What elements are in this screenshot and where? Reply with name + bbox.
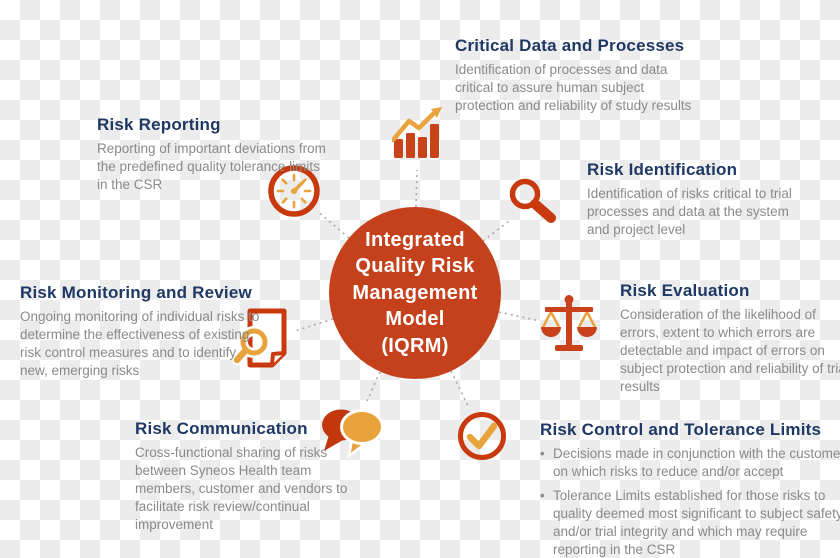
node-body: Ongoing monitoring of individual risks t… [20, 309, 260, 378]
node-body: Identification of risks critical to tria… [587, 186, 792, 237]
node-bullet: Decisions made in conjunction with the c… [540, 445, 840, 481]
center-title-line: Quality Risk [355, 255, 475, 278]
node-bullet: Tolerance Limits established for those r… [540, 487, 840, 558]
node-risk-control-and-tolerance-limits: Risk Control and Tolerance Limits Decisi… [540, 420, 840, 558]
bar-chart-icon [392, 106, 444, 162]
node-body: Identification of processes and data cri… [455, 62, 692, 113]
node-risk-evaluation: Risk Evaluation Consideration of the lik… [620, 281, 840, 396]
node-risk-reporting: Risk Reporting Reporting of important de… [97, 115, 332, 194]
node-risk-identification: Risk Identification Identification of ri… [587, 160, 809, 239]
center-title-line: Model [385, 308, 445, 331]
document-search-icon [233, 306, 295, 376]
center-title-line: (IQRM) [381, 334, 449, 357]
check-circle-icon [455, 409, 509, 463]
node-title: Risk Communication [135, 419, 308, 438]
center-model-circle: Integrated Quality Risk Management Model… [329, 207, 501, 379]
node-body: Cross-functional sharing of risks betwee… [135, 445, 348, 532]
node-title: Risk Identification [587, 160, 738, 179]
node-title: Risk Evaluation [620, 281, 750, 300]
center-title-line: Integrated [365, 229, 465, 252]
node-bullet-list: Decisions made in conjunction with the c… [540, 445, 840, 558]
node-risk-monitoring-and-review: Risk Monitoring and Review Ongoing monit… [20, 283, 265, 380]
node-body: Consideration of the likelihood of error… [620, 307, 840, 394]
node-title: Risk Monitoring and Review [20, 283, 252, 302]
node-title: Risk Control and Tolerance Limits [540, 420, 822, 439]
magnifier-icon [506, 178, 562, 228]
node-risk-communication: Risk Communication Cross-functional shar… [135, 419, 350, 534]
node-critical-data-and-processes: Critical Data and Processes Identificati… [455, 36, 705, 115]
node-title: Risk Reporting [97, 115, 221, 134]
scales-icon [540, 294, 598, 356]
node-title: Critical Data and Processes [455, 36, 685, 55]
node-body: Reporting of important deviations from t… [97, 141, 326, 192]
speech-bubbles-icon [316, 399, 388, 461]
gauge-icon [266, 163, 322, 219]
center-title-line: Management [352, 281, 478, 304]
